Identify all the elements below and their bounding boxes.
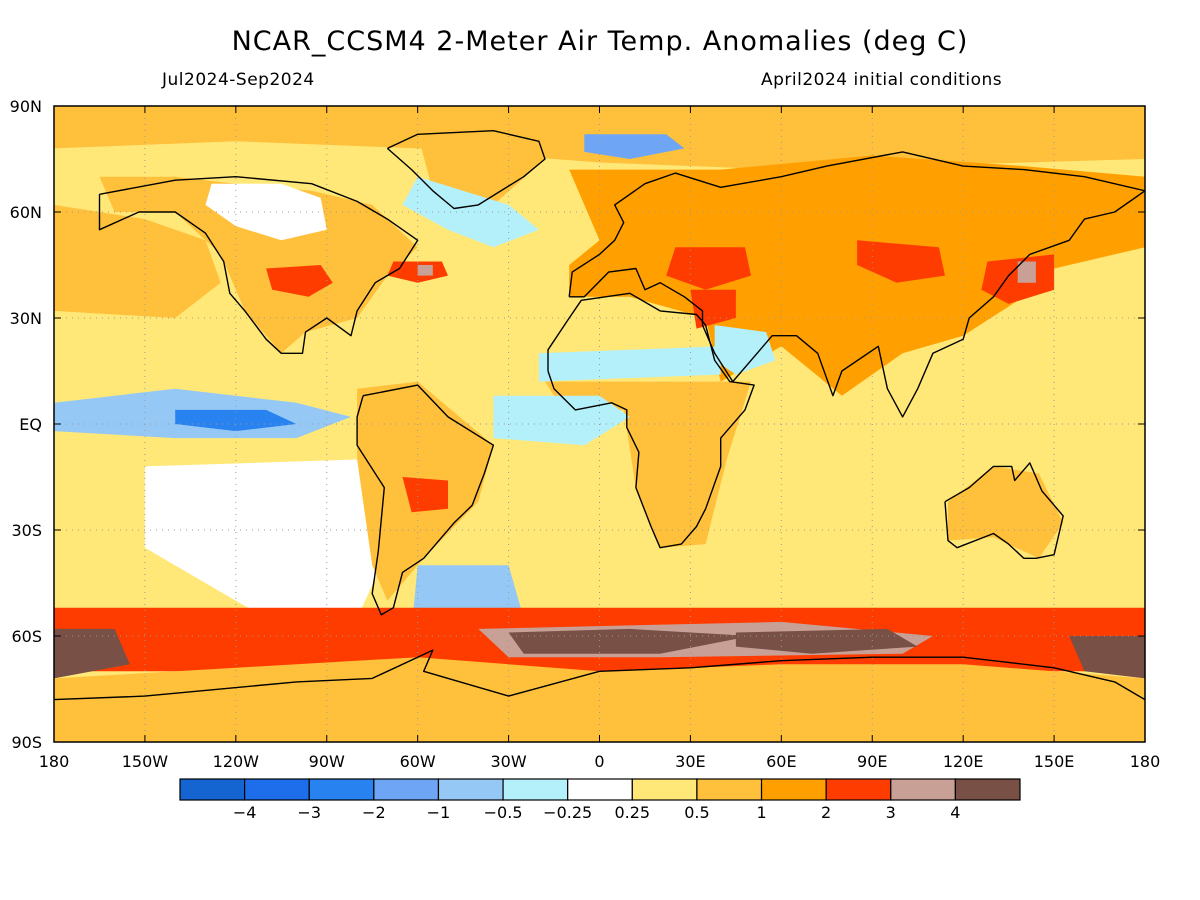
y-tick-label: 60N: [10, 203, 42, 222]
colorbar-label: 2: [821, 803, 831, 822]
region-dateline-brown-east: [1069, 636, 1145, 679]
region-europe-hot: [666, 247, 751, 290]
region-central-asia-hot: [857, 240, 945, 283]
x-tick-label: 120W: [213, 752, 260, 771]
coastline-antarctica: [54, 649, 1145, 701]
region-canada-cool: [205, 183, 327, 241]
period-subtitle: Jul2024-Sep2024: [162, 70, 315, 90]
colorbar-label: 0.5: [684, 803, 709, 822]
chart-title: NCAR_CCSM4 2-Meter Air Temp. Anomalies (…: [231, 26, 969, 57]
x-tick-label: 150W: [122, 752, 169, 771]
latitude-ticks: 90N 60N 30N EQ 30S 60S 90S: [10, 97, 1145, 752]
colorbar-swatch: [890, 778, 956, 801]
x-tick-label: 90W: [309, 752, 345, 771]
region-antarctica: [54, 657, 1145, 742]
region-eq-atlantic-cool: [493, 395, 630, 446]
y-tick-label: 90S: [11, 733, 42, 752]
region-atlantic-brown: [417, 265, 433, 276]
colorbar-swatch: [502, 778, 569, 801]
colorbar-swatch: [631, 778, 698, 801]
colorbar-label: 0.25: [614, 803, 650, 822]
colorbar-swatch: [696, 778, 763, 801]
region-southern-ring-brown-2: [735, 628, 918, 654]
lat-lon-grid: [54, 106, 1145, 742]
region-eq-pacific-core: [175, 409, 297, 432]
region-dateline-brown: [54, 628, 130, 679]
colorbar-label: −0.5: [484, 803, 523, 822]
x-tick-label: 150E: [1034, 752, 1075, 771]
coastline-south-america: [356, 384, 495, 616]
region-sahara-cool: [538, 346, 721, 382]
colorbar-label: −3: [297, 803, 321, 822]
y-tick-label: 30S: [11, 521, 42, 540]
x-tick-label: 180: [1130, 752, 1161, 771]
colorbar-label: −2: [362, 803, 386, 822]
coastline-north-america: [98, 175, 419, 354]
y-tick-label: 30N: [10, 309, 42, 328]
colorbar-swatch: [373, 778, 440, 801]
colorbar-swatch: [308, 778, 375, 801]
colorbar-swatch: [567, 778, 633, 801]
coastline-africa: [547, 292, 755, 549]
x-tick-label: 120E: [943, 752, 984, 771]
coastline-greenland: [386, 129, 546, 210]
colorbar-label: 3: [886, 803, 896, 822]
region-us-hot: [266, 265, 333, 297]
colorbar-swatch: [954, 778, 1021, 801]
region-arabia-cool: [714, 325, 776, 375]
colorbar-label: −1: [427, 803, 451, 822]
region-barents-cool: [584, 134, 685, 159]
y-tick-label: 90N: [10, 97, 42, 116]
colorbar-swatch: [179, 778, 246, 801]
coastline-australia: [944, 462, 1064, 559]
colorbar-swatch: [437, 778, 504, 801]
region-southern-ring-brown: [508, 628, 751, 654]
colorbar-swatch: [825, 778, 892, 801]
colorbar-label: −0.25: [543, 803, 592, 822]
x-tick-label: 0: [594, 752, 604, 771]
region-north-pacific-warm: [54, 204, 221, 318]
region-australia: [948, 466, 1064, 559]
x-tick-label: 180: [39, 752, 70, 771]
x-tick-label: 30E: [675, 752, 705, 771]
region-brazil-hot: [402, 477, 448, 513]
coastlines: [54, 129, 1145, 701]
longitude-ticks: 180 150W 120W 90W 60W 30W 0 30E 60E 90E 120E 150E 18…: [39, 106, 1161, 771]
colorbar-label: 1: [756, 803, 766, 822]
region-mideast-hot: [690, 289, 736, 329]
colorbar-swatch: [760, 778, 827, 801]
region-japan-brown: [1017, 261, 1036, 283]
coastline-eurasia: [568, 151, 1145, 418]
region-africa: [545, 381, 751, 548]
y-tick-label: 60S: [11, 627, 42, 646]
colorbar-label: −4: [233, 803, 257, 822]
region-north-america: [99, 176, 418, 354]
region-eurasia: [569, 155, 1145, 396]
x-tick-label: 60W: [400, 752, 436, 771]
x-tick-label: 60E: [766, 752, 796, 771]
y-tick-label: EQ: [19, 415, 42, 434]
x-tick-label: 90E: [857, 752, 887, 771]
colorbar-label: 4: [950, 803, 960, 822]
initial-conditions-subtitle: April2024 initial conditions: [761, 70, 1003, 90]
colorbar: −4 −3 −2 −1 −0.5 −0.25 0.25 0.5 1 2 3 4: [179, 778, 1021, 822]
region-southeast-pacific-white: [144, 459, 382, 619]
colorbar-swatch: [244, 778, 310, 801]
x-tick-label: 30W: [490, 752, 526, 771]
